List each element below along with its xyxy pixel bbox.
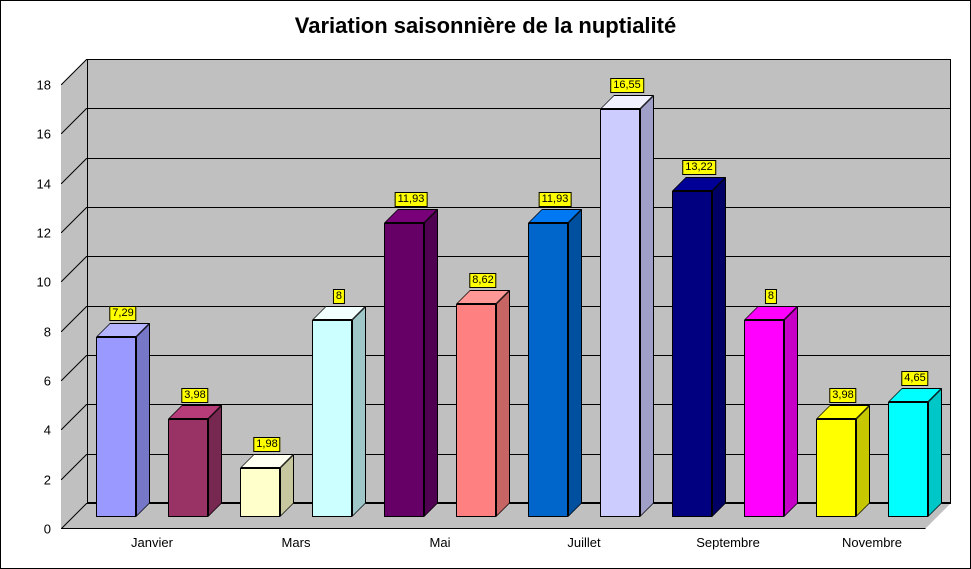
x-tick-label: Janvier [131, 535, 173, 550]
gridline-side [61, 306, 87, 332]
bar-janvier: 7,29 [96, 309, 150, 503]
y-tick-label: 14 [1, 176, 51, 191]
bar-front [384, 223, 424, 517]
data-label: 3,98 [181, 388, 208, 403]
gridline [87, 158, 951, 159]
x-tick-label: Mars [282, 535, 311, 550]
bar-novembre: 3,98 [816, 391, 870, 503]
bar-side [208, 405, 222, 517]
chart-title: Variation saisonnière de la nuptialité [1, 1, 970, 47]
data-label: 7,29 [109, 306, 136, 321]
bar-juin: 8,62 [456, 276, 510, 503]
y-tick-label: 12 [1, 226, 51, 241]
data-label: 8 [333, 289, 345, 304]
gridline-side [61, 108, 87, 134]
gridline [87, 256, 951, 257]
chart-floor-edge [61, 528, 925, 529]
bar-mai: 11,93 [384, 195, 438, 503]
gridline-side [61, 454, 87, 480]
chart-container: Variation saisonnière de la nuptialité 7… [0, 0, 971, 569]
y-tick-label: 16 [1, 127, 51, 142]
bar-août: 16,55 [600, 81, 654, 503]
bar-front [888, 402, 928, 517]
gridline-side [61, 207, 87, 233]
bar-side [856, 405, 870, 517]
gridline-side [61, 158, 87, 184]
bar-front [744, 320, 784, 517]
bar-side [568, 209, 582, 517]
bar-front [816, 419, 856, 517]
data-label: 8,62 [469, 273, 496, 288]
bar-front [312, 320, 352, 517]
data-label: 8 [765, 289, 777, 304]
y-tick-label: 8 [1, 324, 51, 339]
y-tick-label: 0 [1, 522, 51, 537]
gridline-side [61, 256, 87, 282]
bar-front [600, 109, 640, 517]
gridline-side [61, 59, 87, 85]
bar-février: 3,98 [168, 391, 222, 503]
x-tick-label: Novembre [842, 535, 902, 550]
data-label: 3,98 [829, 388, 856, 403]
bar-front [168, 419, 208, 517]
gridline [87, 207, 951, 208]
gridline [87, 355, 951, 356]
bar-side [424, 209, 438, 517]
bar-side [640, 95, 654, 517]
gridline [87, 59, 951, 60]
x-tick-label: Juillet [567, 535, 600, 550]
data-label: 11,93 [539, 192, 572, 207]
bar-septembre: 13,22 [672, 163, 726, 503]
y-tick-label: 2 [1, 472, 51, 487]
bar-juillet: 11,93 [528, 195, 582, 503]
bar-side [136, 323, 150, 517]
gridline-side [61, 404, 87, 430]
y-tick-label: 4 [1, 423, 51, 438]
x-tick-label: Septembre [696, 535, 760, 550]
gridline [87, 306, 951, 307]
bar-front [528, 223, 568, 517]
bar-front [96, 337, 136, 517]
x-axis-labels: Janvier Mars Mai Juillet Septembre Novembre [61, 535, 925, 555]
bar-side [496, 290, 510, 517]
bar-front [240, 468, 280, 517]
bar-avril: 8 [312, 292, 366, 503]
bar-side [784, 306, 798, 517]
bar-side [712, 177, 726, 517]
gridline [87, 108, 951, 109]
bar-side [928, 388, 942, 517]
plot-area: 7,29 3,98 1,98 8 11,93 8,62 11,93 16,55 13,22 8 3,… [61, 59, 951, 529]
data-label: 4,65 [901, 371, 928, 386]
data-label: 16,55 [610, 78, 644, 93]
bar-side [352, 306, 366, 517]
gridline-side [61, 355, 87, 381]
bar-décembre: 4,65 [888, 374, 942, 503]
data-label: 13,22 [682, 160, 716, 175]
y-tick-label: 6 [1, 374, 51, 389]
data-label: 11,93 [395, 192, 428, 207]
y-tick-label: 10 [1, 275, 51, 290]
data-label: 1,98 [253, 437, 280, 452]
x-tick-label: Mai [430, 535, 451, 550]
y-tick-label: 18 [1, 78, 51, 93]
bar-mars: 1,98 [240, 440, 294, 503]
bar-front [672, 191, 712, 517]
bar-octobre: 8 [744, 292, 798, 503]
gridline-side [61, 503, 87, 529]
bar-front [456, 304, 496, 517]
